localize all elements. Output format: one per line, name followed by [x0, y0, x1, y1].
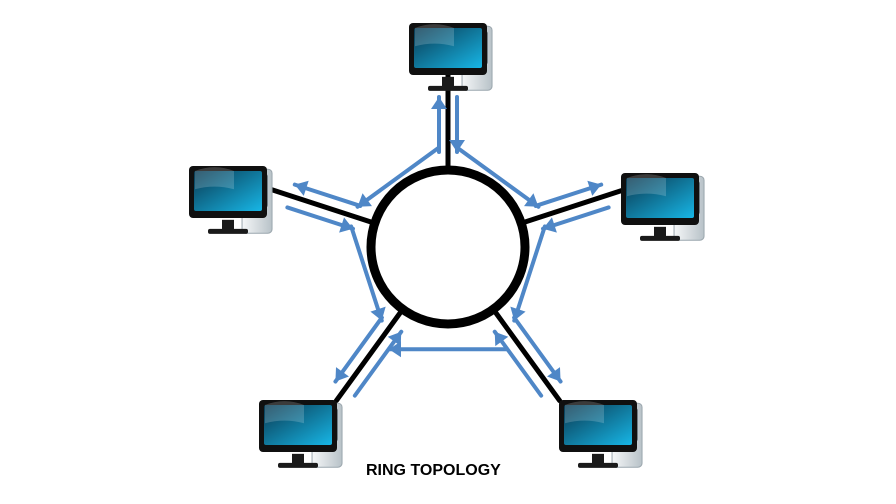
computer-node [621, 173, 704, 241]
monitor-neck [222, 220, 234, 230]
computer-node [409, 23, 492, 91]
monitor-base [640, 236, 680, 241]
monitor-neck [292, 454, 304, 464]
screen-gloss [265, 401, 304, 423]
monitor-neck [654, 227, 666, 237]
diagram-stage: RING TOPOLOGY [0, 0, 896, 504]
diagram-title: RING TOPOLOGY [366, 462, 501, 480]
spoke [336, 313, 400, 401]
monitor-neck [442, 77, 454, 87]
topology-svg [0, 0, 896, 504]
screen-gloss [415, 24, 454, 46]
computer-node [559, 400, 642, 468]
monitor-base [428, 86, 468, 91]
monitor-base [208, 229, 248, 234]
screen-gloss [195, 167, 234, 189]
computer-node [259, 400, 342, 468]
computer-node [189, 166, 272, 234]
monitor-neck [592, 454, 604, 464]
arrow-head [431, 97, 447, 109]
screen-gloss [565, 401, 604, 423]
screen-gloss [627, 174, 666, 196]
monitor-base [278, 463, 318, 468]
monitor-base [578, 463, 618, 468]
spoke [496, 313, 560, 401]
ring [371, 170, 525, 324]
